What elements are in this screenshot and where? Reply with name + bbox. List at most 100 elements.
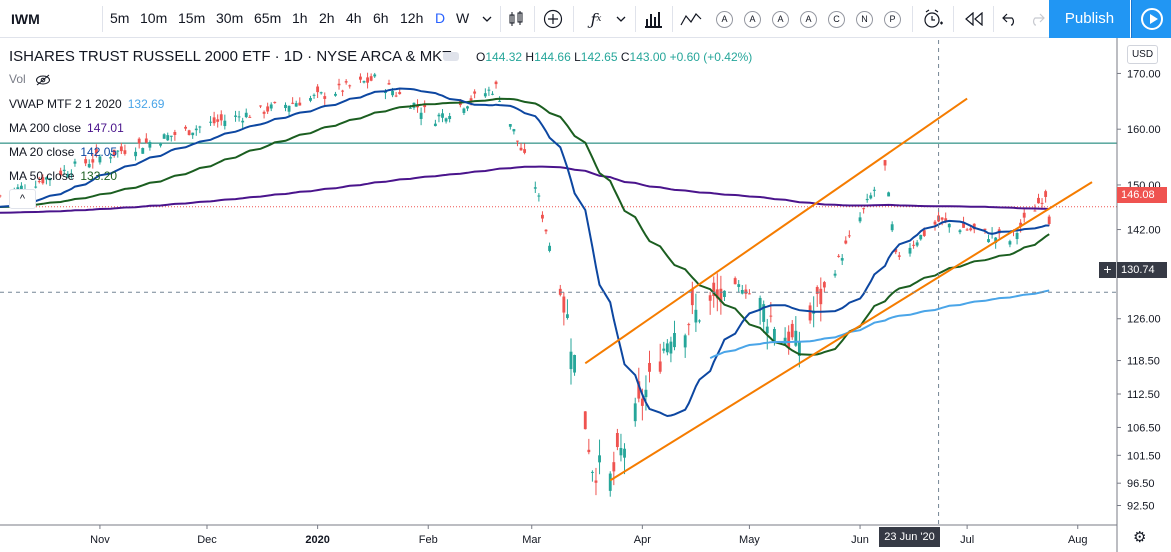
candle-body — [316, 86, 320, 93]
candle-body — [437, 114, 441, 117]
tool-text-a[interactable]: A — [744, 11, 761, 28]
candle-body — [284, 104, 287, 109]
candle-body — [259, 105, 262, 107]
price-tick-label: 126.00 — [1127, 314, 1161, 326]
tool-text-a[interactable]: A — [716, 11, 733, 28]
candle-body — [940, 217, 944, 220]
toolbar-divider — [534, 6, 535, 32]
toolbar-divider — [953, 6, 954, 32]
candle-body — [919, 234, 923, 240]
bar-chart-icon[interactable] — [642, 8, 664, 30]
interval-d[interactable]: D — [435, 10, 446, 26]
time-tick-label: 2020 — [305, 534, 329, 546]
candle-body — [762, 304, 766, 322]
add-compare-icon[interactable] — [542, 8, 564, 30]
candles-layer — [0, 72, 1051, 497]
candle-body — [612, 462, 616, 472]
interval-w[interactable]: W — [456, 10, 470, 26]
time-tick-label: Jul — [960, 534, 974, 546]
candle-body — [266, 106, 270, 112]
ma50-line — [0, 97, 1050, 356]
interval-1h[interactable]: 1h — [292, 10, 308, 26]
tool-note-n[interactable]: N — [856, 11, 873, 28]
candle-body — [744, 289, 748, 294]
candle-body — [98, 156, 102, 163]
tool-price-label-p[interactable]: P — [884, 11, 901, 28]
candle-body — [972, 223, 976, 230]
candle-body — [787, 331, 791, 348]
toolbar-divider — [635, 6, 636, 32]
drawing-tools-icon[interactable] — [679, 8, 703, 30]
candle-body — [987, 239, 990, 243]
tool-callout-c[interactable]: C — [828, 11, 845, 28]
interval-15m[interactable]: 15m — [178, 10, 206, 26]
candle-body — [116, 150, 120, 152]
candle-body — [523, 149, 527, 153]
candle-body — [466, 106, 469, 109]
time-tick-label: Dec — [197, 534, 217, 546]
candle-body — [37, 181, 41, 183]
chevron-down-icon[interactable] — [480, 8, 494, 30]
toolbar-divider — [672, 6, 673, 32]
candle-body — [398, 92, 402, 95]
candle-body — [494, 81, 498, 85]
candle-body — [733, 278, 737, 285]
candle-body — [933, 221, 937, 225]
channel-layer — [584, 97, 1093, 482]
currency-button[interactable]: USD — [1127, 45, 1158, 64]
candle-body — [123, 150, 127, 154]
candle-body — [69, 173, 73, 175]
candle-body — [394, 95, 398, 97]
chevron-down-icon[interactable] — [614, 8, 628, 30]
candle-body — [187, 130, 191, 136]
candle-body — [508, 124, 512, 127]
symbol-search[interactable]: IWM — [11, 11, 40, 27]
interval-4h[interactable]: 4h — [346, 10, 362, 26]
candle-body — [41, 177, 45, 184]
candle-body — [769, 315, 773, 317]
price-tick-label: 101.50 — [1127, 450, 1161, 462]
price-tick-label: 112.50 — [1127, 389, 1160, 401]
interval-10m[interactable]: 10m — [140, 10, 168, 26]
play-icon[interactable] — [1131, 0, 1171, 38]
legend-collapse-button[interactable]: ^ — [9, 189, 36, 209]
candle-body — [687, 324, 691, 326]
interval-2h[interactable]: 2h — [319, 10, 335, 26]
candle-body — [994, 237, 998, 244]
candle-body — [287, 105, 291, 112]
interval-12h[interactable]: 12h — [400, 10, 424, 26]
interval-6h[interactable]: 6h — [373, 10, 389, 26]
candle-body — [690, 288, 694, 306]
candle-body — [1040, 202, 1044, 204]
interval-30m[interactable]: 30m — [216, 10, 244, 26]
candle-body — [644, 389, 648, 398]
candle-body — [369, 76, 373, 81]
tool-text-a[interactable]: A — [800, 11, 817, 28]
candle-body — [444, 118, 448, 122]
candle-body — [519, 147, 523, 151]
candle-body — [119, 146, 123, 152]
publish-button[interactable]: Publish — [1049, 0, 1130, 38]
candle-body — [544, 229, 548, 232]
interval-65m[interactable]: 65m — [254, 10, 282, 26]
price-chart[interactable]: 170.00160.00150.00142.00134.00126.00118.… — [0, 38, 1171, 552]
undo-icon[interactable] — [1000, 8, 1020, 30]
candle-body — [334, 93, 337, 96]
candles-icon[interactable] — [505, 8, 527, 30]
redo-icon[interactable] — [1027, 8, 1047, 30]
candle-body — [883, 160, 887, 166]
interval-5m[interactable]: 5m — [110, 10, 130, 26]
candle-body — [141, 148, 145, 154]
tool-text-a[interactable]: A — [772, 11, 789, 28]
candle-body — [487, 89, 491, 91]
candle-body — [491, 93, 494, 95]
candle-body — [441, 113, 444, 118]
gear-icon[interactable]: ⚙ — [1133, 529, 1147, 546]
alert-icon[interactable] — [921, 8, 945, 30]
replay-icon[interactable] — [962, 8, 986, 30]
candle-body — [844, 240, 848, 244]
add-alert-plus-icon[interactable]: + — [1099, 262, 1116, 278]
candle-body — [319, 92, 323, 94]
channel-lower-line — [609, 181, 1093, 482]
